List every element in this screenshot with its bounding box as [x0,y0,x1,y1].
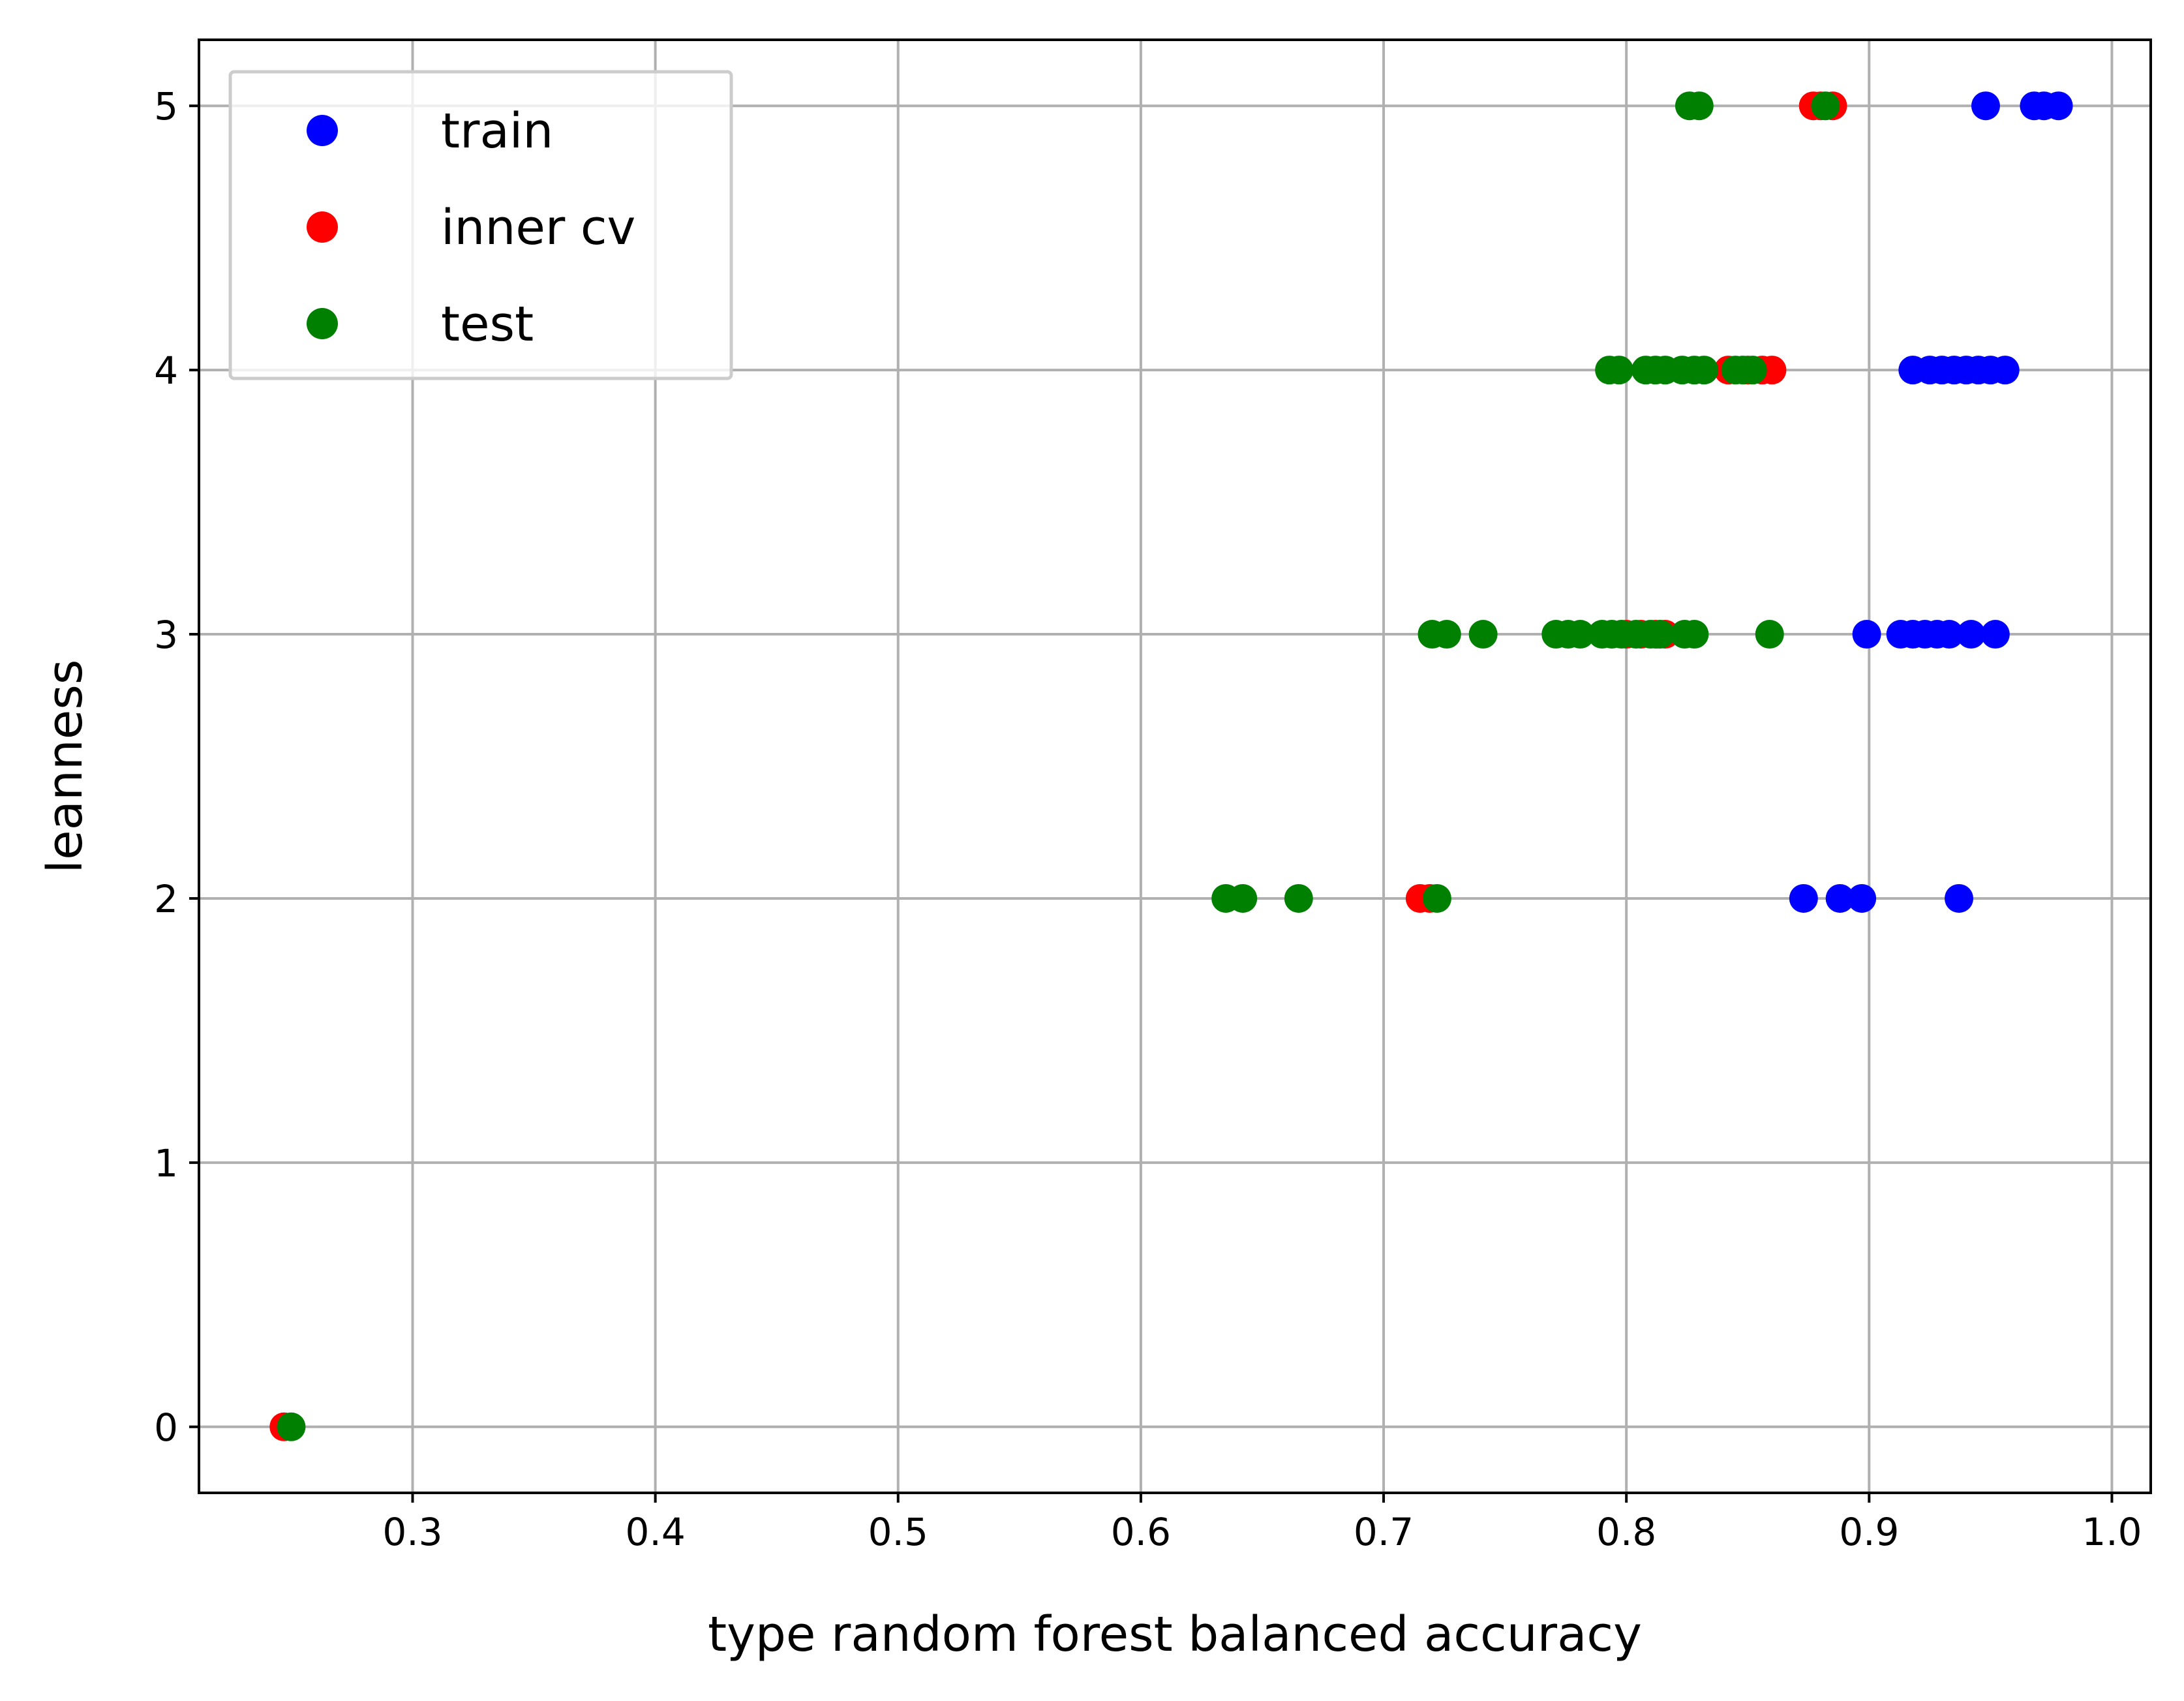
point-test [1755,620,1784,649]
plot-frame [198,38,2152,1494]
legend-box [228,70,733,380]
point-train [1852,620,1881,649]
point-test [1811,91,1840,121]
y-tick-label: 2 [154,877,178,921]
y-tick-label: 3 [154,613,178,657]
point-test [1566,620,1595,649]
point-test [1690,356,1719,385]
point-train [1789,883,1818,913]
point-train [1847,883,1877,913]
point-train [2044,91,2073,121]
y-tick-label: 5 [154,84,178,129]
x-tick-label: 0.8 [1596,1510,1656,1554]
series-train [1789,91,2073,913]
data-points [269,91,2073,1441]
x-tick-label: 0.6 [1111,1510,1171,1554]
y-tick-label: 1 [154,1141,178,1186]
point-train [1945,883,1974,913]
point-test [277,1412,306,1441]
legend-label: inner cv [441,200,635,256]
legend: train inner cv test [228,70,733,380]
x-axis-title: type random forest balanced accuracy [708,1606,1642,1663]
point-test [1684,91,1714,121]
legend-label: test [441,296,534,352]
point-train [1990,356,2020,385]
point-test [1605,356,1634,385]
legend-marker [307,308,338,339]
point-test [1284,883,1313,913]
x-tick-label: 0.7 [1354,1510,1414,1554]
point-test [1646,620,1675,649]
x-tick-label: 0.4 [625,1510,685,1554]
point-test [1680,620,1709,649]
grid [199,40,2151,1493]
point-train [1980,620,2010,649]
legend-marker [307,115,338,146]
y-axis-title: leanness [37,660,93,874]
x-tick-label: 1.0 [2082,1510,2142,1554]
legend-marker [307,211,338,243]
point-test [1228,883,1258,913]
series-test [277,91,1840,1441]
point-train [1956,620,1986,649]
point-test [1468,620,1498,649]
axis-ticks: 0.3 0.4 0.5 0.6 0.7 0.8 0.9 1.0 0 1 2 3 4 5 [154,84,2142,1554]
point-test [1432,620,1461,649]
x-tick-label: 0.5 [868,1510,928,1554]
y-tick-label: 0 [154,1405,178,1450]
point-test [1738,356,1767,385]
y-tick-label: 4 [154,348,178,393]
point-train [1935,620,1964,649]
legend-label: train [441,103,553,159]
x-tick-label: 0.3 [382,1510,442,1554]
point-train [1825,883,1855,913]
point-train [1971,91,2000,121]
point-test [1422,883,1451,913]
x-tick-label: 0.9 [1839,1510,1899,1554]
